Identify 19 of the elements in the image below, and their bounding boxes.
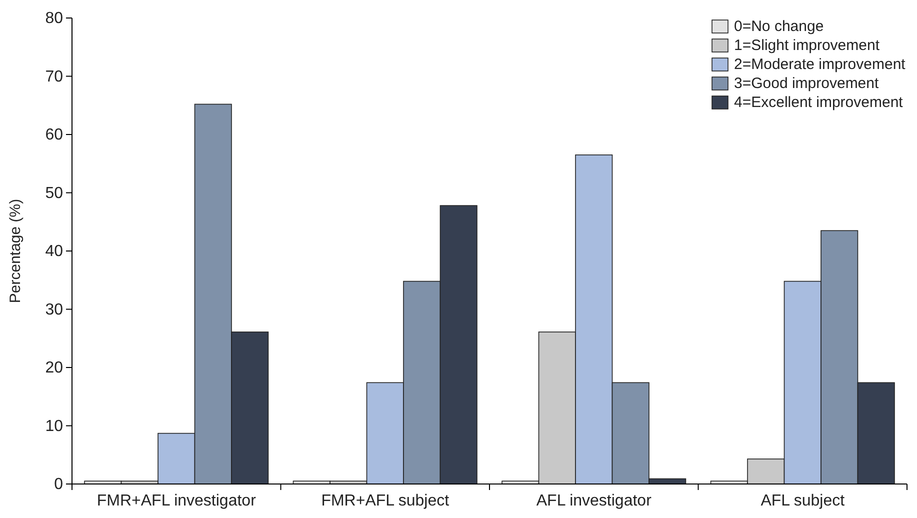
legend-label: 0=No change [734, 18, 824, 35]
y-tick-label: 70 [45, 68, 64, 86]
y-axis-title: Percentage (%) [7, 198, 24, 304]
y-tick-label: 20 [45, 360, 64, 377]
legend-label: 2=Moderate improvement [734, 56, 906, 73]
y-tick-label: 50 [45, 184, 64, 202]
legend-label: 3=Good improvement [734, 75, 880, 92]
y-tick-label: 0 [54, 476, 64, 494]
legend-label: 4=Excellent improvement [734, 94, 904, 111]
y-tick-label: 10 [45, 418, 64, 435]
y-tick-label: 30 [45, 301, 64, 318]
x-tick-label: AFL investigator [536, 492, 652, 510]
y-tick-label: 60 [45, 126, 64, 144]
legend-label: 1=Slight improvement [734, 37, 880, 54]
x-tick-label: FMR+AFL investigator [96, 492, 257, 510]
x-tick-label: AFL subject [760, 492, 846, 510]
y-tick-label: 40 [45, 243, 64, 260]
y-tick-label: 80 [45, 10, 64, 28]
x-tick-label: FMR+AFL subject [321, 492, 450, 510]
